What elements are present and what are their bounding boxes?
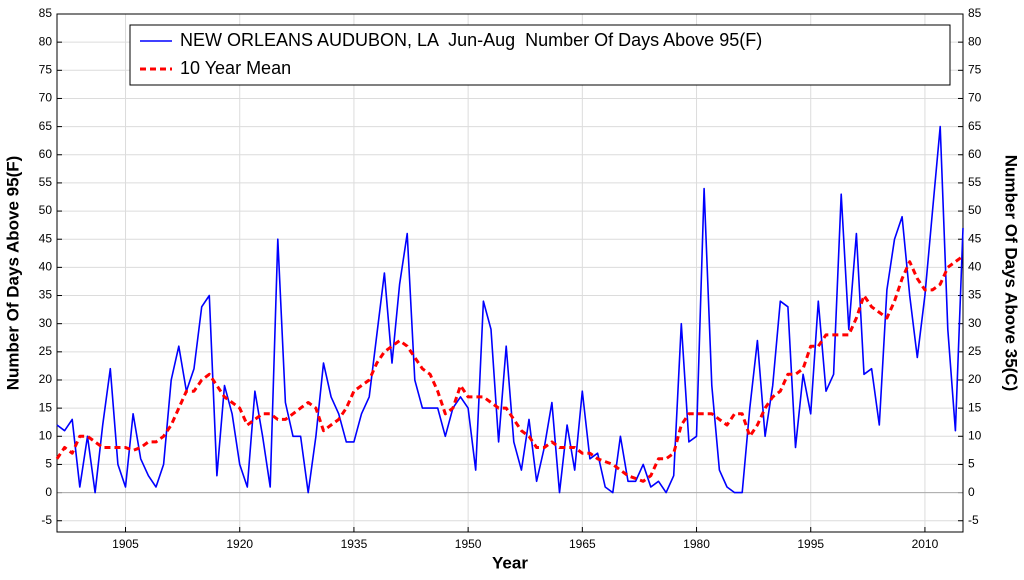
y-tick-label: 25: [39, 344, 53, 358]
y2-tick-label: 85: [968, 6, 982, 20]
x-tick-label: 1980: [683, 537, 710, 551]
y-tick-label: 0: [45, 485, 52, 499]
y-tick-label: 50: [39, 203, 53, 217]
y-tick-label: 75: [39, 62, 53, 76]
x-tick-label: 1995: [797, 537, 824, 551]
y-tick-label: 5: [45, 457, 52, 471]
x-axis-label: Year: [492, 553, 528, 572]
y2-tick-label: 70: [968, 91, 982, 105]
y-tick-label: 30: [39, 316, 53, 330]
y2-tick-label: 45: [968, 231, 982, 245]
x-tick-label: 1950: [455, 537, 482, 551]
y2-tick-label: 15: [968, 400, 982, 414]
legend-box: [129, 24, 951, 86]
y-tick-label: 15: [39, 400, 53, 414]
series-line: [56, 125, 964, 494]
x-tick-label: 1965: [569, 537, 596, 551]
y-tick-label: 10: [39, 428, 53, 442]
x-tick-label: 1905: [112, 537, 139, 551]
y2-tick-label: 0: [968, 485, 975, 499]
y-tick-label: 70: [39, 91, 53, 105]
y2-tick-label: 25: [968, 344, 982, 358]
y-tick-label: 35: [39, 288, 53, 302]
y-tick-label: 40: [39, 260, 53, 274]
y-tick-label: 20: [39, 372, 53, 386]
y-tick-label: 60: [39, 147, 53, 161]
y2-tick-label: 65: [968, 119, 982, 133]
y2-tick-label: 75: [968, 62, 982, 76]
y2-tick-label: -5: [968, 513, 979, 527]
y2-tick-label: 55: [968, 175, 982, 189]
y2-tick-label: 5: [968, 457, 975, 471]
y2-axis-label: Number Of Days Above 35(C): [1002, 155, 1021, 391]
y-tick-label: 45: [39, 231, 53, 245]
y2-tick-label: 30: [968, 316, 982, 330]
x-tick-label: 1935: [341, 537, 368, 551]
y-tick-label: 55: [39, 175, 53, 189]
plot-frame: [56, 13, 964, 533]
legend-label: NEW ORLEANS AUDUBON, LA Jun-Aug Number O…: [180, 30, 762, 50]
legend-label: 10 Year Mean: [180, 58, 291, 78]
y2-tick-label: 60: [968, 147, 982, 161]
y2-tick-label: 20: [968, 372, 982, 386]
y-axis-label: Number Of Days Above 95(F): [3, 156, 22, 391]
y2-tick-label: 40: [968, 260, 982, 274]
x-tick-label: 2010: [912, 537, 939, 551]
y2-tick-label: 10: [968, 428, 982, 442]
y2-tick-label: 35: [968, 288, 982, 302]
y-tick-label: 65: [39, 119, 53, 133]
x-tick-label: 1920: [226, 537, 253, 551]
y-tick-label: -5: [41, 513, 52, 527]
y-tick-label: 85: [39, 6, 53, 20]
series-line: [55, 254, 964, 483]
y2-tick-label: 80: [968, 34, 982, 48]
y2-tick-label: 50: [968, 203, 982, 217]
y-tick-label: 80: [39, 34, 53, 48]
